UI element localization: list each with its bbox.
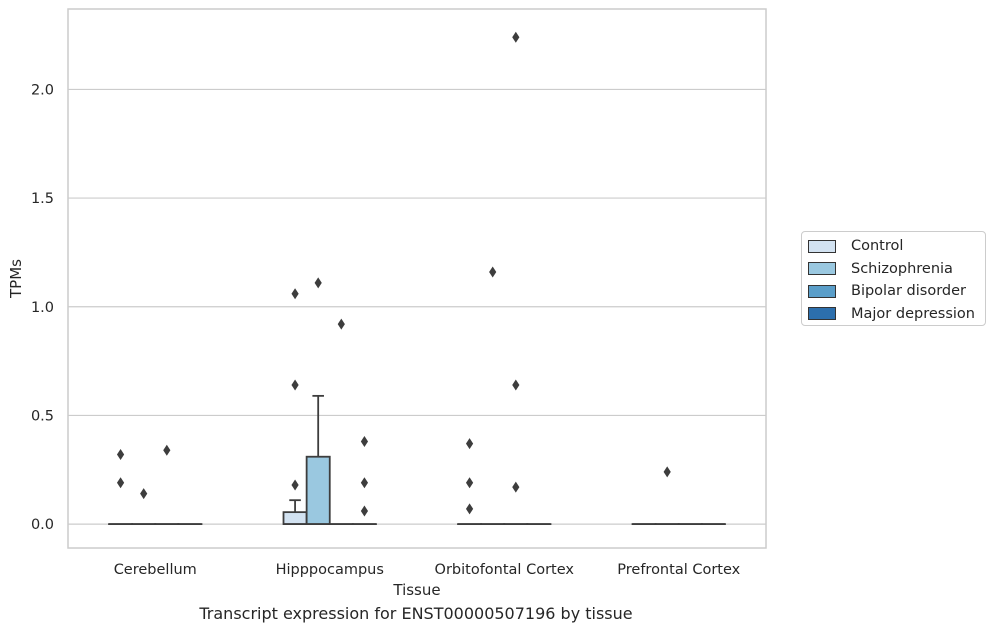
gridlines bbox=[68, 88, 766, 525]
legend-swatch bbox=[808, 262, 836, 275]
outlier-point bbox=[337, 318, 345, 330]
x-tick-label: Cerebellum bbox=[114, 562, 197, 578]
outlier-point bbox=[116, 449, 125, 461]
outlier-point bbox=[663, 466, 671, 478]
outlier-point bbox=[140, 488, 148, 500]
legend-swatch bbox=[808, 284, 836, 298]
legend-item: Bipolar disorder bbox=[808, 282, 966, 300]
x-axis-label: Tissue bbox=[392, 581, 440, 599]
series-schizophrenia bbox=[131, 266, 680, 526]
legend-item: Schizophrenia bbox=[808, 260, 953, 278]
series-major-depression bbox=[177, 436, 726, 526]
outlier-point bbox=[360, 477, 369, 489]
legend-item: Control bbox=[808, 237, 903, 255]
series-bipolar-disorder bbox=[154, 31, 703, 526]
outlier-point bbox=[512, 379, 520, 391]
outlier-point bbox=[465, 438, 474, 450]
x-tick-label: Prefrontal Cortex bbox=[617, 562, 740, 578]
legend-label: Schizophrenia bbox=[851, 260, 953, 277]
outlier-point bbox=[291, 288, 299, 300]
outlier-point bbox=[465, 477, 474, 489]
chart-caption: Transcript expression for ENST0000050719… bbox=[199, 604, 633, 623]
outlier-point bbox=[360, 436, 369, 448]
outlier-point bbox=[512, 481, 520, 493]
plot-area-frame bbox=[67, 8, 767, 549]
outlier-point bbox=[360, 505, 369, 517]
x-tick-label: Hipppocampus bbox=[276, 562, 384, 578]
box bbox=[305, 455, 331, 525]
y-tick-label: 0.0 bbox=[31, 517, 54, 533]
legend: Control Schizophrenia Bipolar disorder Majo… bbox=[801, 231, 986, 326]
outlier-point bbox=[291, 379, 299, 391]
legend-label: Control bbox=[851, 238, 904, 254]
outlier-point bbox=[163, 444, 171, 456]
y-axis-label: TPMs bbox=[7, 259, 25, 299]
legend-label: Bipolar disorder bbox=[851, 283, 966, 299]
x-axis-ticks: Cerebellum Hipppocampus Orbitofontal Corte… bbox=[114, 562, 741, 578]
box bbox=[282, 511, 308, 525]
legend-label: Major depression bbox=[851, 305, 975, 322]
legend-swatch bbox=[808, 307, 836, 320]
series-control bbox=[108, 288, 657, 526]
legend-swatch bbox=[808, 239, 836, 253]
outlier-point bbox=[291, 479, 299, 491]
y-tick-label: 2.0 bbox=[31, 82, 54, 98]
y-axis-ticks: 0.0 0.5 1.0 1.5 2.0 bbox=[31, 82, 54, 533]
outlier-point bbox=[314, 277, 322, 289]
outlier-point bbox=[489, 266, 497, 278]
outlier-point bbox=[116, 477, 125, 489]
y-tick-label: 0.5 bbox=[31, 408, 54, 424]
y-tick-label: 1.5 bbox=[31, 191, 54, 207]
outlier-point bbox=[465, 503, 474, 515]
outlier-point bbox=[512, 31, 520, 43]
legend-item: Major depression bbox=[808, 305, 975, 323]
box-plot-series bbox=[108, 31, 726, 526]
y-tick-label: 1.0 bbox=[31, 300, 54, 316]
x-tick-label: Orbitofontal Cortex bbox=[435, 562, 575, 578]
